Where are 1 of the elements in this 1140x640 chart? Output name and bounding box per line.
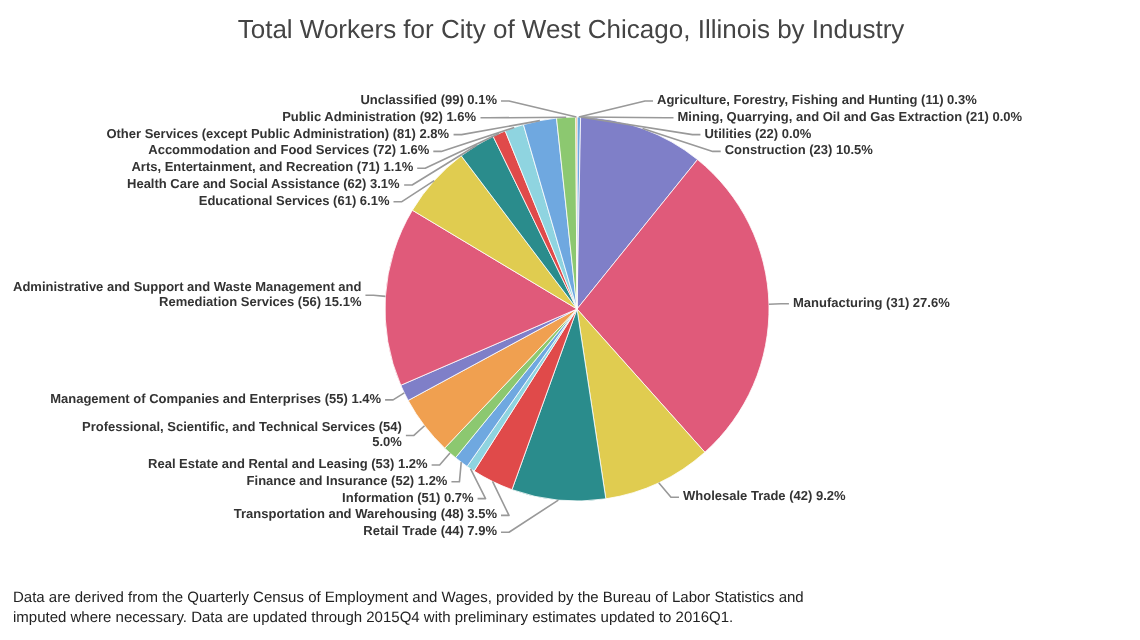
chart-title: Total Workers for City of West Chicago, Illinois by Industry: [237, 14, 906, 44]
